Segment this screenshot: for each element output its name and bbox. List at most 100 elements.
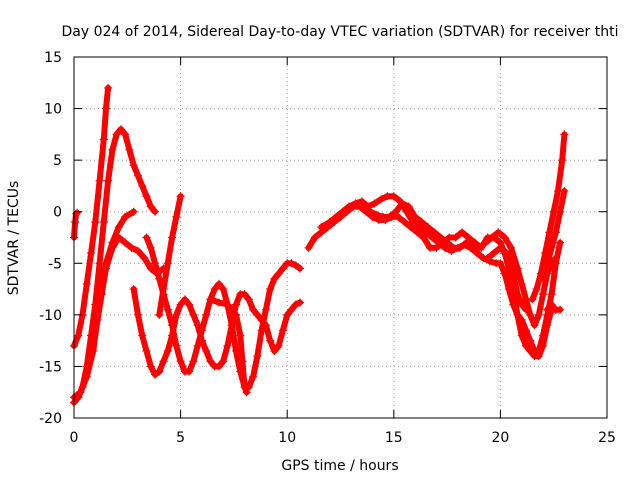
data-point (142, 346, 151, 355)
data-point (155, 310, 164, 319)
data-point (249, 305, 258, 314)
data-point (560, 187, 569, 196)
data-point (133, 310, 142, 319)
data-point (155, 274, 164, 283)
data-point (168, 321, 177, 330)
data-point (172, 212, 181, 221)
data-point (458, 228, 467, 237)
data-point (556, 305, 565, 314)
data-point (372, 210, 381, 219)
data-point (556, 207, 565, 216)
data-point (370, 199, 379, 208)
data-point (278, 264, 287, 273)
data-point (163, 259, 172, 268)
data-point (551, 254, 560, 263)
data-point (377, 195, 386, 204)
data-point (168, 233, 177, 242)
data-point (295, 264, 304, 273)
data-point (521, 305, 530, 314)
data-point (543, 305, 552, 314)
data-point (240, 383, 249, 392)
data-point (534, 310, 543, 319)
data-point (112, 130, 121, 139)
x-axis-label: GPS time / hours (281, 458, 398, 474)
data-point (406, 223, 415, 232)
data-point (227, 321, 236, 330)
data-point (193, 341, 202, 350)
data-point (155, 367, 164, 376)
data-point (82, 279, 91, 288)
data-point (257, 326, 266, 335)
y-tick-label: 0 (53, 205, 62, 221)
data-point (223, 341, 232, 350)
x-tick-label: 20 (491, 430, 509, 446)
data-point (146, 202, 155, 211)
data-point (176, 300, 185, 309)
data-point (240, 290, 249, 299)
data-point (556, 238, 565, 247)
series-arc-5 (93, 207, 138, 319)
data-point (494, 228, 503, 237)
data-point (274, 269, 283, 278)
data-point (551, 228, 560, 237)
data-point (278, 326, 287, 335)
data-point (391, 207, 400, 216)
data-point (394, 212, 403, 221)
y-axis-label: SDTVAR / TECUs (6, 181, 22, 296)
data-point (543, 259, 552, 268)
plot-frame (73, 56, 608, 419)
data-point (146, 362, 155, 371)
data-point (353, 199, 362, 208)
data-point (116, 125, 125, 134)
data-point (455, 243, 464, 252)
data-point (129, 161, 138, 170)
data-point (532, 285, 541, 294)
data-point (295, 298, 304, 307)
series-arc-9 (206, 295, 251, 397)
data-point (142, 192, 151, 201)
series-line (156, 193, 184, 318)
data-point (507, 243, 516, 252)
data-point (140, 254, 149, 263)
data-point (404, 202, 413, 211)
y-tick-label: 10 (44, 102, 62, 118)
data-point (71, 218, 80, 227)
data-point (197, 326, 206, 335)
x-tick-label: 10 (278, 430, 296, 446)
data-point (526, 310, 535, 319)
series-arc-15 (539, 187, 569, 283)
data-point (142, 233, 151, 242)
data-point (417, 218, 426, 227)
data-point (539, 274, 548, 283)
data-point (517, 316, 526, 325)
data-point (121, 212, 130, 221)
data-point (411, 212, 420, 221)
data-point (419, 233, 428, 242)
data-point (138, 331, 147, 340)
data-point (432, 243, 441, 252)
data-point (114, 223, 123, 232)
data-point (504, 285, 513, 294)
data-point (496, 243, 505, 252)
data-point (104, 176, 113, 185)
data-point (151, 370, 160, 379)
y-tick-label: 5 (53, 153, 62, 169)
data-point (408, 218, 417, 227)
data-point (159, 357, 168, 366)
y-tick-label: 15 (44, 50, 62, 66)
data-point (423, 223, 432, 232)
data-point (547, 290, 556, 299)
series-arc-14 (528, 130, 569, 304)
data-point (266, 336, 275, 345)
data-point (214, 279, 223, 288)
data-point (99, 135, 108, 144)
y-tick-label: -10 (39, 308, 62, 324)
data-point (530, 321, 539, 330)
data-series-group (70, 83, 569, 407)
data-point (214, 362, 223, 371)
data-point (483, 254, 492, 263)
data-point (434, 238, 443, 247)
data-point (210, 285, 219, 294)
